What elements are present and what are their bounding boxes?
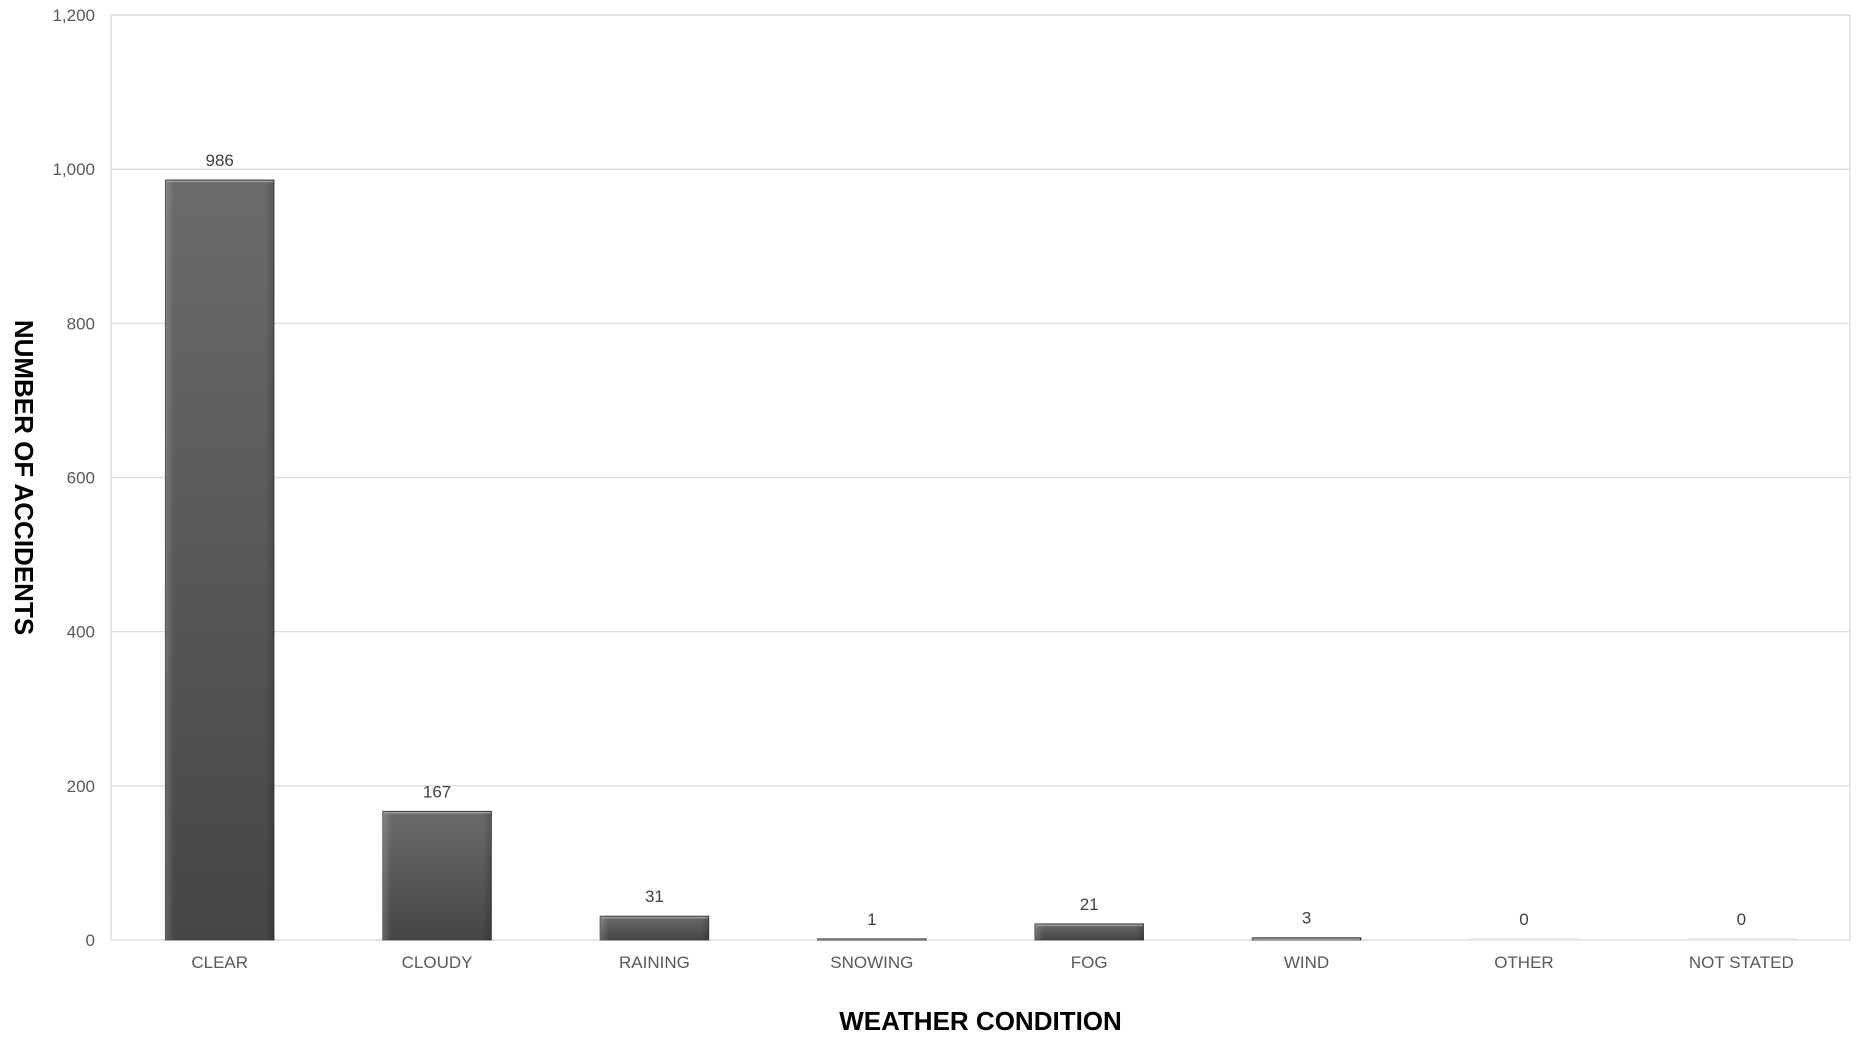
x-tick-label: WIND [1284, 953, 1329, 972]
y-axis-title: NUMBER OF ACCIDENTS [9, 320, 39, 635]
labels: 0 200 400 600 800 1,000 1,200 986 CLEAR 167 CLOUDY… [52, 6, 1793, 972]
bar-sheen [1034, 923, 1144, 940]
data-label: 21 [1080, 895, 1099, 914]
x-tick-label: RAINING [619, 953, 690, 972]
x-tick-label: FOG [1071, 953, 1108, 972]
bar-clear [164, 179, 275, 941]
bar-cloudy [382, 810, 492, 941]
x-axis-title: WEATHER CONDITION [839, 1006, 1122, 1036]
y-tick-label: 800 [67, 314, 95, 333]
data-label: 0 [1737, 910, 1746, 929]
bar-wind [1251, 937, 1362, 941]
data-label: 1 [867, 910, 876, 929]
bars [164, 179, 1797, 942]
x-tick-label: NOT STATED [1689, 953, 1794, 972]
data-label: 31 [645, 887, 664, 906]
gridlines [110, 14, 1851, 941]
bar-raining [599, 915, 710, 941]
y-tick-label: 200 [67, 777, 95, 796]
x-tick-label: OTHER [1494, 953, 1554, 972]
x-tick-label: CLOUDY [402, 953, 473, 972]
bar-fog [1034, 923, 1144, 941]
y-tick-label: 1,200 [52, 6, 95, 25]
y-tick-label: 0 [86, 931, 95, 950]
bar-snowing [817, 938, 927, 942]
y-tick-label: 400 [67, 623, 95, 642]
y-tick-label: 1,000 [52, 160, 95, 179]
bar-sheen [600, 916, 709, 940]
data-label: 0 [1519, 910, 1528, 929]
bar-sheen [817, 938, 927, 940]
bar-sheen [382, 811, 492, 940]
bar [1686, 938, 1797, 941]
bar-other [1469, 938, 1579, 941]
x-tick-label: SNOWING [830, 953, 913, 972]
bar [1469, 938, 1579, 941]
bar-not-stated [1686, 938, 1797, 941]
data-label: 986 [206, 151, 234, 170]
y-tick-label: 600 [67, 469, 95, 488]
data-label: 167 [423, 782, 451, 801]
x-tick-label: CLEAR [191, 953, 248, 972]
data-label: 3 [1302, 909, 1311, 928]
bar-sheen [165, 179, 275, 941]
